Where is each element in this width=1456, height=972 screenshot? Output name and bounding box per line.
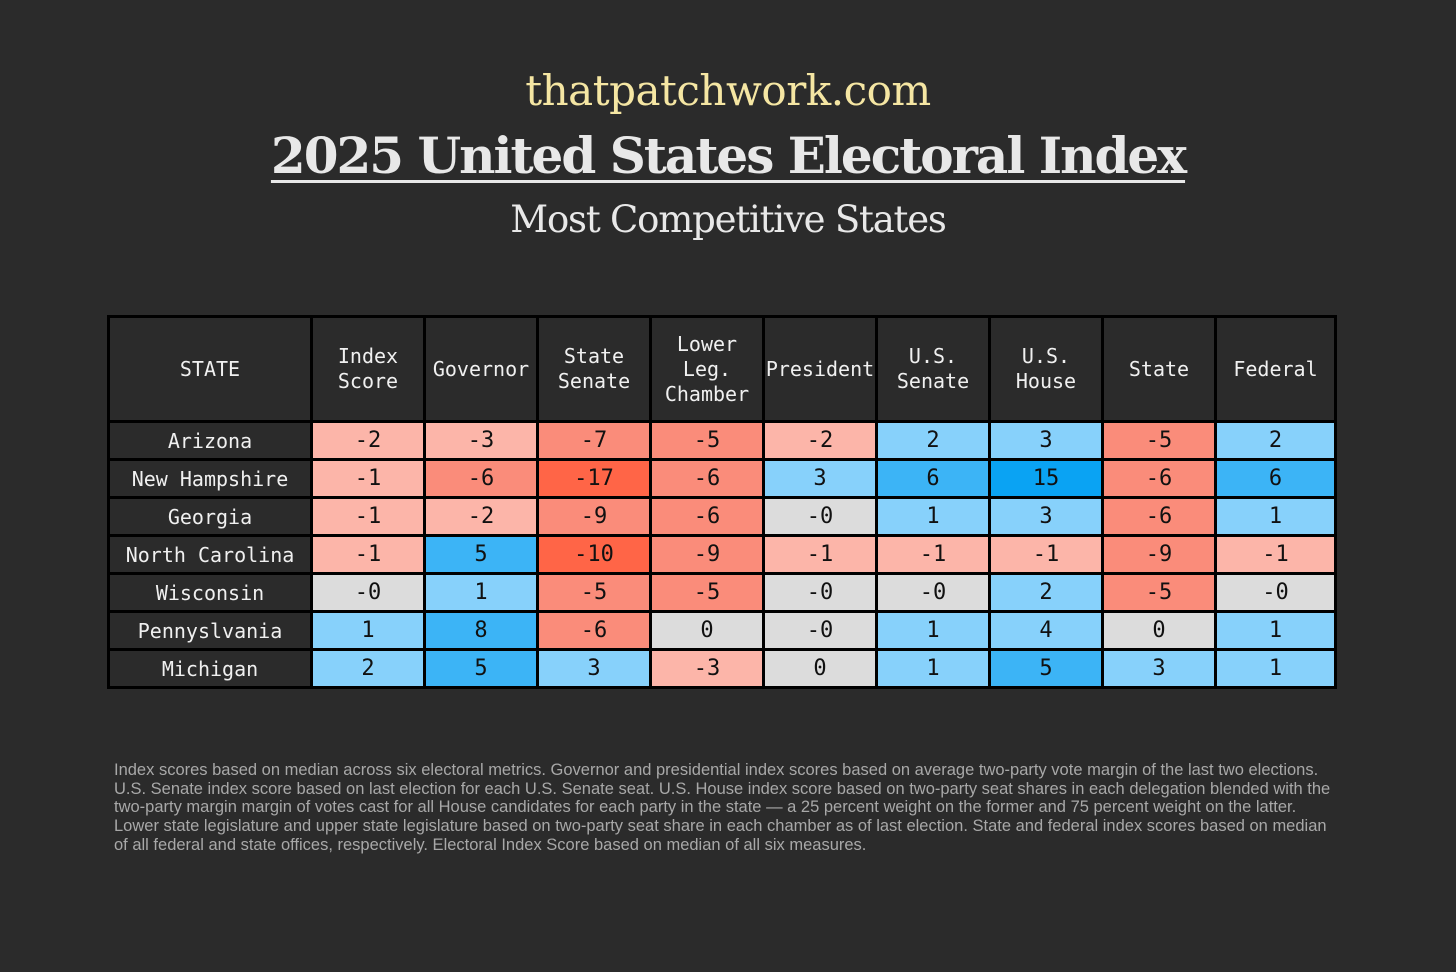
score-cell: 6 (1214, 458, 1337, 499)
header-row: STATE Index Score Governor State Senate Lowe… (107, 315, 1337, 423)
score-cell: 0 (1101, 610, 1217, 651)
column-header: Index Score (310, 315, 426, 423)
electoral-index-table: STATE Index Score Governor State Senate Lowe… (107, 315, 1337, 689)
score-cell: 1 (875, 648, 991, 689)
score-cell: 5 (423, 648, 539, 689)
column-header: Lower Leg. Chamber (649, 315, 765, 423)
score-cell: -9 (649, 534, 765, 575)
score-cell: -0 (1214, 572, 1337, 613)
score-cell: -17 (536, 458, 652, 499)
score-cell: -2 (762, 420, 878, 461)
score-cell: 1 (423, 572, 539, 613)
score-cell: -2 (310, 420, 426, 461)
score-cell: -3 (649, 648, 765, 689)
score-cell: 2 (875, 420, 991, 461)
score-cell: -0 (762, 610, 878, 651)
site-name: thatpatchwork.com (525, 66, 931, 115)
column-header: Governor (423, 315, 539, 423)
score-cell: -1 (310, 534, 426, 575)
score-cell: -1 (310, 458, 426, 499)
score-cell: 1 (1214, 610, 1337, 651)
score-cell: 15 (988, 458, 1104, 499)
score-cell: 1 (1214, 496, 1337, 537)
table-row: Wisconsin -0 1 -5 -5 -0 -0 2 -5 -0 (107, 572, 1337, 613)
chart-title: 2025 United States Electoral Index (270, 126, 1187, 185)
score-cell: -1 (310, 496, 426, 537)
table-row: North Carolina -1 5 -10 -9 -1 -1 -1 -9 -1 (107, 534, 1337, 575)
score-cell: 1 (310, 610, 426, 651)
table-row: Arizona -2 -3 -7 -5 -2 2 3 -5 2 (107, 420, 1337, 461)
state-name-cell: Michigan (107, 648, 313, 689)
score-cell: 0 (649, 610, 765, 651)
state-name-cell: New Hampshire (107, 458, 313, 499)
score-cell: -5 (1101, 420, 1217, 461)
score-cell: -9 (1101, 534, 1217, 575)
score-cell: -0 (310, 572, 426, 613)
column-header: State (1101, 315, 1217, 423)
score-cell: -7 (536, 420, 652, 461)
score-cell: 3 (536, 648, 652, 689)
column-header: State Senate (536, 315, 652, 423)
column-header: Federal (1214, 315, 1337, 423)
state-name-cell: Arizona (107, 420, 313, 461)
score-cell: -1 (875, 534, 991, 575)
score-cell: 0 (762, 648, 878, 689)
score-cell: -0 (762, 496, 878, 537)
score-cell: -0 (875, 572, 991, 613)
score-cell: 3 (988, 420, 1104, 461)
column-header: U.S. House (988, 315, 1104, 423)
column-header: President (762, 315, 878, 423)
column-header: U.S. Senate (875, 315, 991, 423)
score-cell: 3 (988, 496, 1104, 537)
score-cell: 2 (988, 572, 1104, 613)
score-cell: -1 (988, 534, 1104, 575)
score-cell: 1 (1214, 648, 1337, 689)
score-cell: -6 (1101, 496, 1217, 537)
score-cell: -1 (762, 534, 878, 575)
score-cell: -5 (649, 572, 765, 613)
score-cell: -5 (1101, 572, 1217, 613)
table-row: New Hampshire -1 -6 -17 -6 3 6 15 -6 6 (107, 458, 1337, 499)
column-header: STATE (107, 315, 313, 423)
state-name-cell: Wisconsin (107, 572, 313, 613)
score-cell: -2 (423, 496, 539, 537)
score-cell: -6 (649, 496, 765, 537)
score-cell: 2 (1214, 420, 1337, 461)
score-cell: 5 (988, 648, 1104, 689)
score-cell: -6 (423, 458, 539, 499)
score-cell: 1 (875, 496, 991, 537)
state-name-cell: North Carolina (107, 534, 313, 575)
score-cell: -3 (423, 420, 539, 461)
score-cell: -5 (649, 420, 765, 461)
score-cell: 8 (423, 610, 539, 651)
score-cell: -5 (536, 572, 652, 613)
score-cell: -1 (1214, 534, 1337, 575)
score-cell: 3 (1101, 648, 1217, 689)
table-row: Michigan 2 5 3 -3 0 1 5 3 1 (107, 648, 1337, 689)
footnote: Index scores based on median across six … (114, 761, 1331, 854)
table-row: Pennyslvania 1 8 -6 0 -0 1 4 0 1 (107, 610, 1337, 651)
chart-subtitle: Most Competitive States (510, 198, 947, 241)
score-cell: 4 (988, 610, 1104, 651)
score-cell: 6 (875, 458, 991, 499)
state-name-cell: Georgia (107, 496, 313, 537)
state-name-cell: Pennyslvania (107, 610, 313, 651)
score-cell: -6 (649, 458, 765, 499)
table-body: Arizona -2 -3 -7 -5 -2 2 3 -5 2 New Hampshire -1 -6-… (107, 420, 1337, 689)
score-cell: -6 (536, 610, 652, 651)
score-cell: 2 (310, 648, 426, 689)
score-cell: -9 (536, 496, 652, 537)
score-cell: 3 (762, 458, 878, 499)
table-row: Georgia -1 -2 -9 -6 -0 1 3 -6 1 (107, 496, 1337, 537)
score-cell: -6 (1101, 458, 1217, 499)
score-cell: -0 (762, 572, 878, 613)
score-cell: 1 (875, 610, 991, 651)
score-cell: 5 (423, 534, 539, 575)
score-cell: -10 (536, 534, 652, 575)
